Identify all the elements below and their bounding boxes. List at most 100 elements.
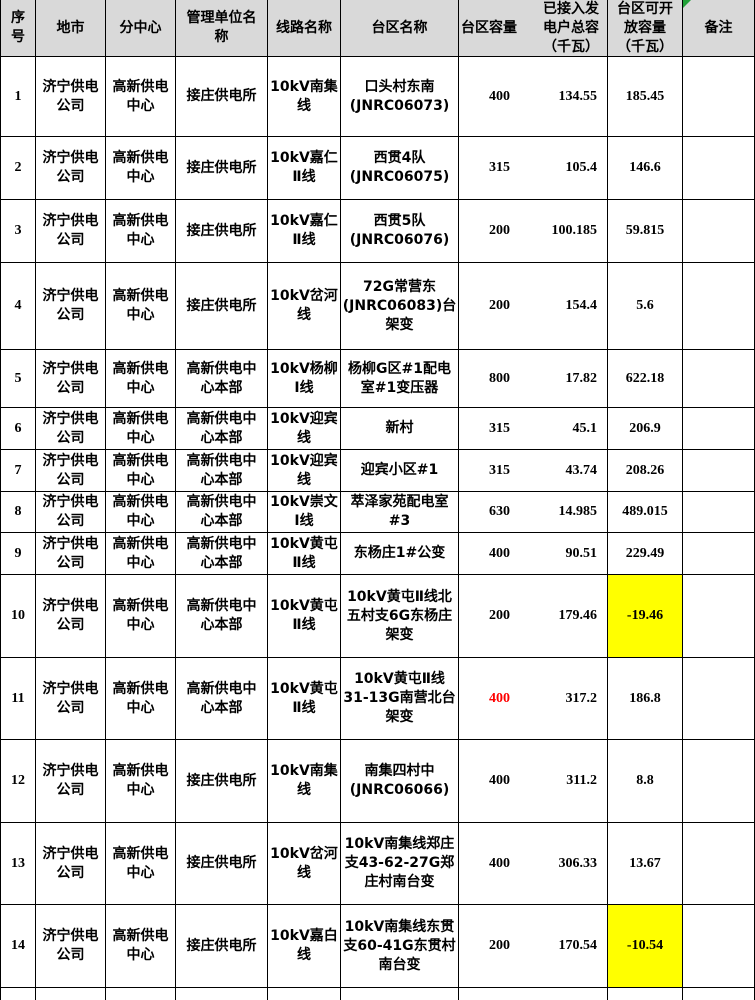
cell-no[interactable]: 10 <box>1 575 36 658</box>
cell-subcenter[interactable]: 高新供电 中心 <box>106 200 176 263</box>
cell-no[interactable]: 2 <box>1 137 36 200</box>
cell-unit[interactable]: 接庄供电所 <box>176 57 268 137</box>
cell-connected[interactable]: 134.55 <box>519 57 608 137</box>
cell-open[interactable]: 5.6 <box>608 263 683 350</box>
cell-unit[interactable]: 接庄供电所 <box>176 263 268 350</box>
cell-unit[interactable]: 高新供电中 心本部 <box>176 408 268 450</box>
cell-subcenter[interactable]: 高新供电 中心 <box>106 350 176 408</box>
cell-remark[interactable] <box>683 263 755 350</box>
cell-unit[interactable]: 高新供电中 心本部 <box>176 658 268 740</box>
cell-subcenter[interactable]: 高新供电 中心 <box>106 137 176 200</box>
cell-unit[interactable]: 高新供电中 心本部 <box>176 575 268 658</box>
cell-line[interactable]: 10kV杨柳 Ⅰ线 <box>268 350 341 408</box>
cell-capacity[interactable]: 400 <box>459 533 519 575</box>
cell-station[interactable]: 萃泽家苑配电室 #3 <box>341 492 459 533</box>
cell-open[interactable]: -19.46 <box>608 575 683 658</box>
cell-city[interactable]: 济宁供电 公司 <box>36 492 106 533</box>
cell-remark[interactable] <box>683 533 755 575</box>
cell-subcenter[interactable]: 高新供电 中心 <box>106 740 176 823</box>
cell-unit[interactable]: 接庄供电所 <box>176 740 268 823</box>
cell-remark[interactable] <box>683 200 755 263</box>
cell-line[interactable]: 10kV嘉仁 Ⅱ线 <box>268 137 341 200</box>
cell-empty-unit[interactable] <box>176 988 268 1000</box>
cell-line[interactable]: 10kV迎宾 线 <box>268 450 341 492</box>
cell-subcenter[interactable]: 高新供电 中心 <box>106 533 176 575</box>
header-cell-remark[interactable]: 备注 <box>683 0 755 57</box>
cell-connected[interactable]: 17.82 <box>519 350 608 408</box>
cell-subcenter[interactable]: 高新供电 中心 <box>106 57 176 137</box>
cell-station[interactable]: 10kV南集线东贯 支60-41G东贯村 南台变 <box>341 905 459 988</box>
cell-empty-city[interactable] <box>36 988 106 1000</box>
cell-unit[interactable]: 高新供电中 心本部 <box>176 350 268 408</box>
cell-subcenter[interactable]: 高新供电 中心 <box>106 823 176 905</box>
header-cell-unit[interactable]: 管理单位名 称 <box>176 0 268 57</box>
cell-open[interactable]: 622.18 <box>608 350 683 408</box>
cell-capacity[interactable]: 315 <box>459 450 519 492</box>
cell-no[interactable]: 9 <box>1 533 36 575</box>
cell-no[interactable]: 4 <box>1 263 36 350</box>
cell-station[interactable]: 72G常营东 (JNRC06083)台 架变 <box>341 263 459 350</box>
cell-subcenter[interactable]: 高新供电 中心 <box>106 492 176 533</box>
cell-line[interactable]: 10kV南集 线 <box>268 57 341 137</box>
cell-open[interactable]: 229.49 <box>608 533 683 575</box>
cell-station[interactable]: 新村 <box>341 408 459 450</box>
cell-station[interactable]: 10kV南集线郑庄 支43-62-27G郑 庄村南台变 <box>341 823 459 905</box>
cell-remark[interactable] <box>683 740 755 823</box>
cell-connected[interactable]: 306.33 <box>519 823 608 905</box>
cell-city[interactable]: 济宁供电 公司 <box>36 575 106 658</box>
cell-no[interactable]: 3 <box>1 200 36 263</box>
cell-remark[interactable] <box>683 823 755 905</box>
cell-capacity[interactable]: 315 <box>459 408 519 450</box>
cell-line[interactable]: 10kV崇文 Ⅰ线 <box>268 492 341 533</box>
cell-city[interactable]: 济宁供电 公司 <box>36 350 106 408</box>
cell-line[interactable]: 10kV黄屯 Ⅱ线 <box>268 533 341 575</box>
cell-capacity[interactable]: 315 <box>459 137 519 200</box>
cell-connected[interactable]: 90.51 <box>519 533 608 575</box>
cell-connected[interactable]: 105.4 <box>519 137 608 200</box>
cell-line[interactable]: 10kV嘉仁 Ⅱ线 <box>268 200 341 263</box>
cell-line[interactable]: 10kV黄屯 Ⅱ线 <box>268 575 341 658</box>
cell-no[interactable]: 7 <box>1 450 36 492</box>
cell-no[interactable]: 11 <box>1 658 36 740</box>
cell-connected[interactable]: 154.4 <box>519 263 608 350</box>
cell-city[interactable]: 济宁供电 公司 <box>36 200 106 263</box>
cell-empty-no[interactable] <box>1 988 36 1000</box>
cell-station[interactable]: 西贯5队 (JNRC06076) <box>341 200 459 263</box>
header-cell-connected[interactable]: 已接入发 电户总容 （千瓦） <box>519 0 608 57</box>
cell-connected[interactable]: 170.54 <box>519 905 608 988</box>
cell-unit[interactable]: 接庄供电所 <box>176 823 268 905</box>
cell-remark[interactable] <box>683 575 755 658</box>
cell-remark[interactable] <box>683 492 755 533</box>
cell-capacity[interactable]: 200 <box>459 200 519 263</box>
cell-open[interactable]: 8.8 <box>608 740 683 823</box>
cell-capacity[interactable]: 400 <box>459 740 519 823</box>
cell-station[interactable]: 杨柳G区#1配电 室#1变压器 <box>341 350 459 408</box>
cell-remark[interactable] <box>683 137 755 200</box>
cell-empty-connected[interactable] <box>519 988 608 1000</box>
cell-line[interactable]: 10kV迎宾 线 <box>268 408 341 450</box>
cell-station[interactable]: 迎宾小区#1 <box>341 450 459 492</box>
cell-city[interactable]: 济宁供电 公司 <box>36 263 106 350</box>
cell-city[interactable]: 济宁供电 公司 <box>36 533 106 575</box>
cell-subcenter[interactable]: 高新供电 中心 <box>106 450 176 492</box>
cell-connected[interactable]: 45.1 <box>519 408 608 450</box>
cell-capacity[interactable]: 400 <box>459 823 519 905</box>
cell-connected[interactable]: 311.2 <box>519 740 608 823</box>
cell-line[interactable]: 10kV岔河 线 <box>268 263 341 350</box>
cell-capacity[interactable]: 200 <box>459 905 519 988</box>
cell-capacity[interactable]: 400 <box>459 57 519 137</box>
cell-remark[interactable] <box>683 57 755 137</box>
header-cell-capacity[interactable]: 台区容量 <box>459 0 519 57</box>
cell-subcenter[interactable]: 高新供电 中心 <box>106 263 176 350</box>
cell-capacity[interactable]: 200 <box>459 575 519 658</box>
cell-empty-capacity[interactable] <box>459 988 519 1000</box>
cell-remark[interactable] <box>683 450 755 492</box>
cell-subcenter[interactable]: 高新供电 中心 <box>106 408 176 450</box>
header-cell-line[interactable]: 线路名称 <box>268 0 341 57</box>
cell-unit[interactable]: 接庄供电所 <box>176 137 268 200</box>
cell-line[interactable]: 10kV南集 线 <box>268 740 341 823</box>
cell-empty-subcenter[interactable] <box>106 988 176 1000</box>
cell-station[interactable]: 10kV黄屯Ⅱ线北 五村支6G东杨庄 架变 <box>341 575 459 658</box>
cell-station[interactable]: 10kV黄屯Ⅱ线 31-13G南营北台 架变 <box>341 658 459 740</box>
cell-subcenter[interactable]: 高新供电 中心 <box>106 575 176 658</box>
